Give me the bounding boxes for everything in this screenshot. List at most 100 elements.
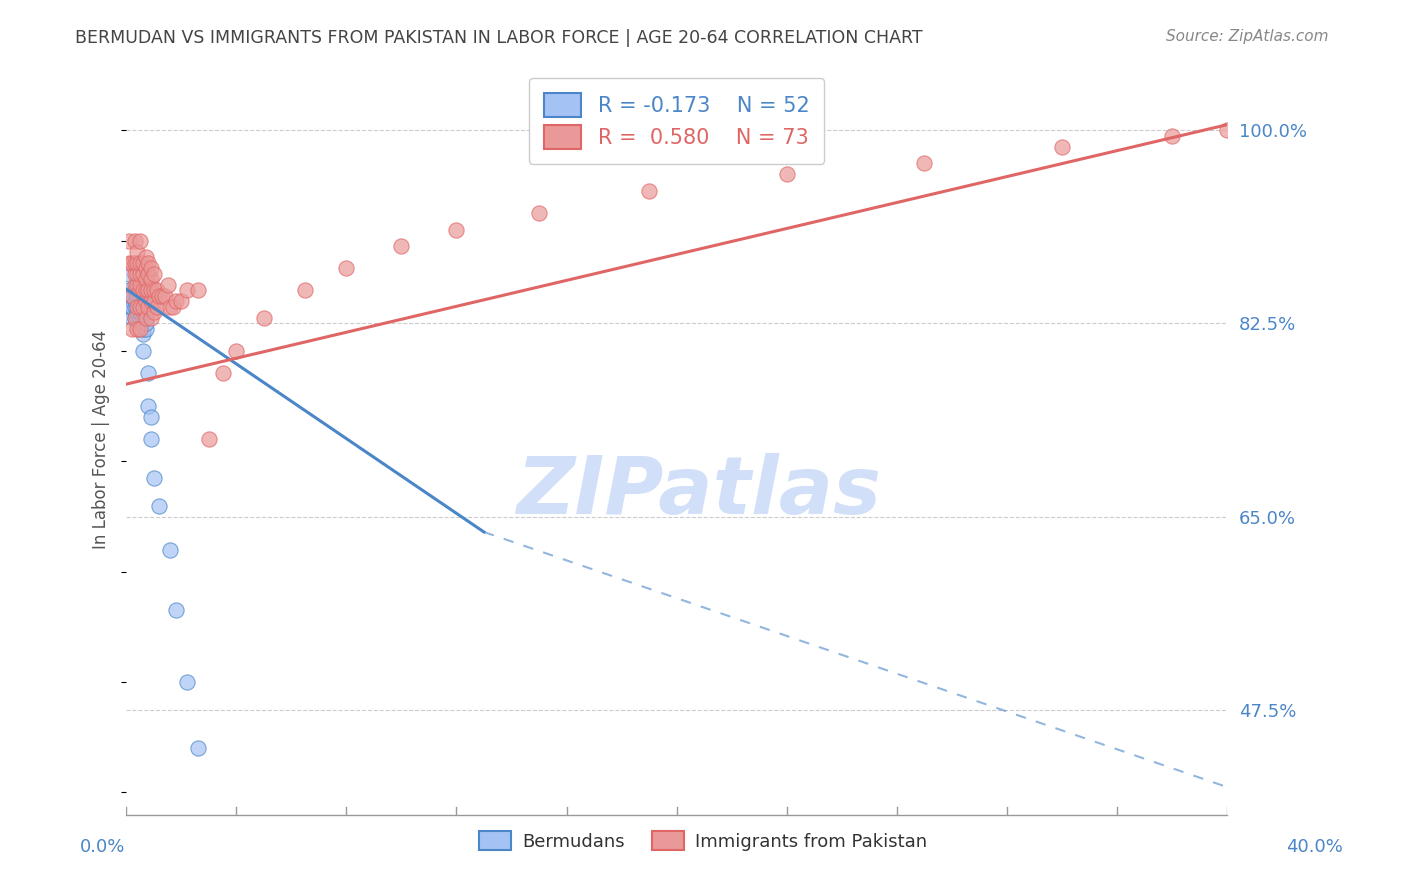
Point	[121, 294, 143, 309]
Point	[139, 283, 162, 297]
Point	[129, 294, 152, 309]
Point	[132, 300, 155, 314]
Point	[135, 283, 157, 297]
Point	[129, 234, 152, 248]
Point	[165, 294, 187, 309]
Point	[127, 277, 149, 292]
Point	[127, 294, 149, 309]
Point	[129, 317, 152, 331]
Point	[132, 305, 155, 319]
Point	[124, 267, 146, 281]
Point	[159, 542, 181, 557]
Point	[142, 294, 165, 309]
Point	[129, 277, 152, 292]
Point	[127, 267, 149, 281]
Point	[135, 294, 157, 309]
Point	[124, 300, 146, 314]
Point	[142, 283, 165, 297]
Point	[136, 256, 159, 270]
Point	[1160, 128, 1182, 143]
Point	[132, 327, 155, 342]
Point	[121, 300, 143, 314]
Point	[129, 267, 152, 281]
Point	[135, 250, 157, 264]
Point	[132, 344, 155, 359]
Point	[132, 322, 155, 336]
Point	[124, 310, 146, 325]
Point	[124, 277, 146, 292]
Point	[121, 310, 143, 325]
Point	[135, 310, 157, 325]
Point	[129, 283, 152, 297]
Point	[127, 289, 149, 303]
Point	[136, 399, 159, 413]
Y-axis label: In Labor Force | Age 20-64: In Labor Force | Age 20-64	[93, 330, 110, 549]
Point	[127, 300, 149, 314]
Point	[145, 300, 167, 314]
Point	[124, 234, 146, 248]
Point	[121, 256, 143, 270]
Point	[294, 283, 316, 297]
Point	[121, 322, 143, 336]
Point	[391, 239, 413, 253]
Point	[129, 322, 152, 336]
Point	[176, 675, 198, 690]
Point	[118, 256, 141, 270]
Point	[124, 294, 146, 309]
Point	[159, 300, 181, 314]
Point	[225, 344, 247, 359]
Point	[127, 322, 149, 336]
Point	[139, 261, 162, 276]
Point	[135, 272, 157, 286]
Point	[129, 300, 152, 314]
Point	[127, 305, 149, 319]
Point	[135, 300, 157, 314]
Point	[129, 289, 152, 303]
Point	[139, 294, 162, 309]
Point	[139, 272, 162, 286]
Point	[1216, 123, 1239, 137]
Point	[142, 471, 165, 485]
Point	[142, 305, 165, 319]
Point	[198, 433, 221, 447]
Point	[132, 294, 155, 309]
Point	[132, 272, 155, 286]
Point	[135, 322, 157, 336]
Point	[132, 300, 155, 314]
Text: BERMUDAN VS IMMIGRANTS FROM PAKISTAN IN LABOR FORCE | AGE 20-64 CORRELATION CHAR: BERMUDAN VS IMMIGRANTS FROM PAKISTAN IN …	[75, 29, 922, 46]
Point	[118, 283, 141, 297]
Point	[165, 603, 187, 617]
Point	[150, 289, 173, 303]
Point	[135, 317, 157, 331]
Point	[187, 283, 209, 297]
Point	[170, 294, 193, 309]
Point	[121, 300, 143, 314]
Point	[136, 300, 159, 314]
Point	[136, 283, 159, 297]
Point	[136, 366, 159, 380]
Point	[129, 310, 152, 325]
Point	[127, 256, 149, 270]
Point	[118, 300, 141, 314]
Point	[211, 366, 233, 380]
Point	[139, 433, 162, 447]
Point	[132, 267, 155, 281]
Point	[775, 168, 797, 182]
Point	[132, 289, 155, 303]
Text: Source: ZipAtlas.com: Source: ZipAtlas.com	[1166, 29, 1329, 44]
Point	[136, 267, 159, 281]
Point	[121, 289, 143, 303]
Legend: R = -0.173    N = 52, R =  0.580    N = 73: R = -0.173 N = 52, R = 0.580 N = 73	[529, 78, 824, 164]
Point	[253, 310, 276, 325]
Point	[446, 222, 468, 236]
Point	[129, 322, 152, 336]
Point	[132, 283, 155, 297]
Point	[124, 310, 146, 325]
Text: 40.0%: 40.0%	[1286, 838, 1343, 855]
Point	[162, 300, 184, 314]
Point	[142, 267, 165, 281]
Point	[139, 310, 162, 325]
Point	[132, 310, 155, 325]
Point	[176, 283, 198, 297]
Point	[139, 410, 162, 425]
